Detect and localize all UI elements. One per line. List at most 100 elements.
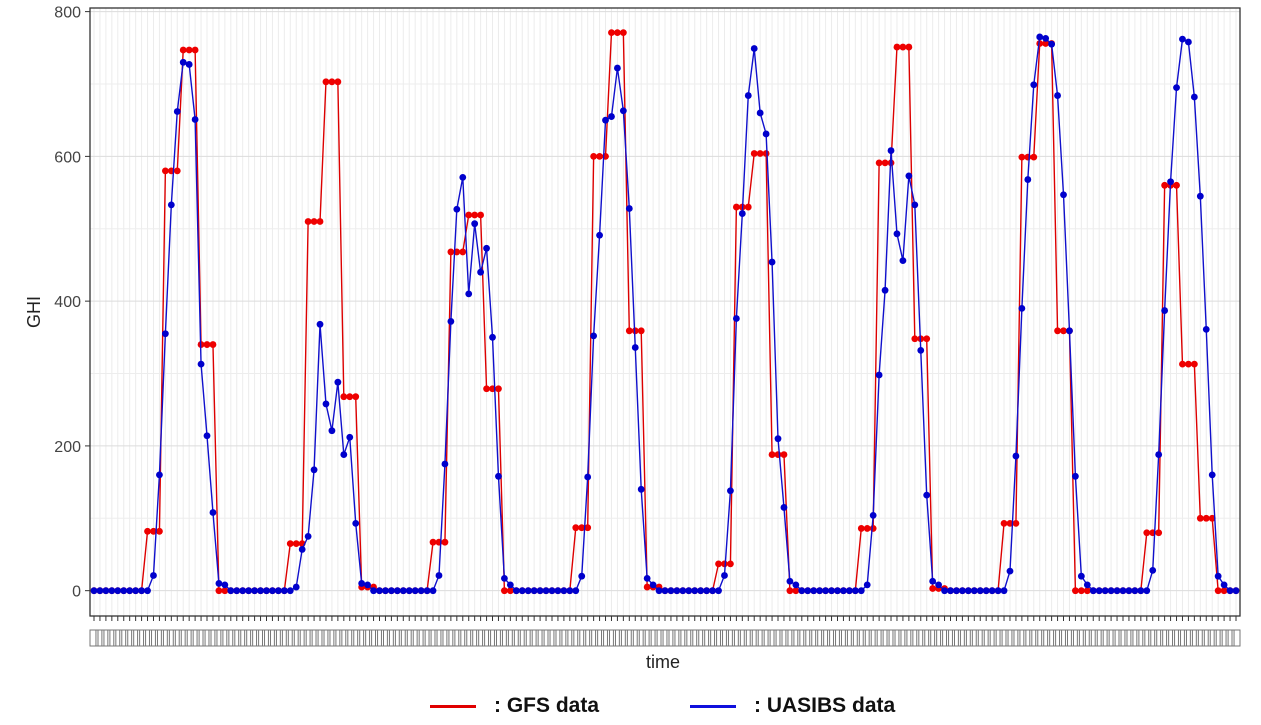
y-axis-ticks: 0 200 400 600 800	[54, 5, 90, 601]
uasibs-point	[304, 532, 312, 540]
x-tick-label	[184, 629, 194, 647]
gfs-point	[191, 46, 199, 54]
x-tick-label	[737, 629, 747, 647]
x-tick-label	[969, 629, 979, 647]
gfs-point	[905, 43, 913, 51]
uasibs-point	[655, 587, 663, 595]
uasibs-point	[750, 45, 758, 52]
x-tick-label	[1094, 629, 1104, 647]
gfs-point	[608, 29, 615, 37]
gfs-point	[721, 560, 728, 568]
x-tick-label	[916, 629, 926, 647]
uasibs-point	[596, 231, 603, 239]
x-tick-label	[250, 629, 260, 647]
uasibs-point	[548, 587, 556, 595]
uasibs-point	[239, 587, 247, 595]
gfs-point	[150, 527, 157, 535]
x-tick-label	[113, 629, 123, 647]
gfs-point	[637, 327, 645, 335]
uasibs-point	[209, 509, 217, 516]
uasibs-point	[453, 205, 461, 213]
x-tick-label	[743, 629, 753, 647]
x-tick-label	[934, 629, 944, 647]
gfs-point	[221, 587, 229, 595]
x-tick-label	[922, 629, 932, 647]
uasibs-point	[471, 220, 479, 228]
uasibs-point	[530, 587, 538, 595]
x-tick-label	[214, 629, 224, 647]
legend-label-uasibs: : UASIBS data	[754, 694, 896, 717]
x-tick-label	[1047, 629, 1057, 647]
uasibs-point	[542, 587, 550, 595]
x-tick-label	[1112, 629, 1122, 647]
uasibs-point	[435, 572, 443, 579]
uasibs-point	[233, 587, 241, 595]
uasibs-point	[257, 587, 264, 595]
x-tick-label	[648, 629, 658, 647]
x-tick-label	[238, 629, 248, 647]
uasibs-point	[857, 587, 865, 595]
uasibs-point	[447, 318, 455, 325]
y-tick-label: 600	[54, 149, 81, 166]
uasibs-point	[1125, 587, 1133, 595]
uasibs-point	[625, 205, 633, 212]
x-tick-label	[1148, 629, 1158, 647]
uasibs-point	[834, 587, 841, 595]
gfs-point	[1214, 587, 1222, 595]
uasibs-point	[334, 378, 342, 386]
x-tick-label	[458, 629, 468, 647]
gfs-point	[1000, 519, 1008, 527]
uasibs-point	[554, 587, 562, 595]
uasibs-point	[994, 587, 1002, 595]
x-tick-label	[832, 629, 842, 647]
uasibs-point	[1107, 587, 1115, 595]
gfs-point	[144, 527, 151, 535]
gfs-point	[614, 29, 621, 37]
uasibs-point	[221, 581, 229, 589]
uasibs-point	[387, 587, 395, 595]
x-tick-label	[345, 629, 355, 647]
uasibs-point	[512, 587, 520, 595]
uasibs-point	[417, 587, 425, 595]
x-tick-label	[862, 629, 872, 647]
uasibs-point	[970, 587, 978, 595]
gfs-point	[1018, 153, 1026, 161]
uasibs-point	[1155, 451, 1163, 458]
uasibs-point	[1179, 35, 1186, 43]
uasibs-point	[191, 116, 199, 123]
x-tick-label	[291, 629, 301, 647]
x-tick-label	[267, 629, 277, 647]
gfs-point	[863, 525, 871, 532]
x-tick-label	[297, 629, 307, 647]
uasibs-point	[721, 572, 728, 579]
x-tick-label	[589, 629, 599, 647]
uasibs-point	[691, 587, 699, 595]
gfs-point	[471, 211, 479, 219]
gfs-point	[1024, 153, 1032, 161]
x-tick-label	[244, 629, 254, 647]
uasibs-point	[947, 587, 954, 595]
uasibs-point	[1226, 587, 1234, 595]
x-tick-label	[505, 629, 515, 647]
x-tick-label	[137, 629, 147, 647]
gfs-point	[929, 585, 937, 592]
uasibs-point	[614, 64, 621, 72]
uasibs-point	[840, 587, 847, 595]
uasibs-point	[869, 511, 877, 519]
x-tick-label	[1124, 629, 1134, 647]
x-tick-label	[999, 629, 1009, 647]
uasibs-point	[251, 587, 258, 595]
gfs-line-swatch	[430, 704, 476, 708]
uasibs-point	[114, 587, 122, 595]
uasibs-point	[197, 360, 205, 368]
uasibs-point	[917, 346, 925, 354]
x-tick-label	[357, 629, 367, 647]
x-tick-label	[101, 629, 111, 647]
uasibs-point	[923, 491, 931, 499]
uasibs-point	[982, 587, 990, 595]
ghi-line-chart: 0 200 400 600 800 GHI time	[24, 5, 1241, 672]
gfs-point	[744, 203, 752, 211]
x-tick-label	[517, 629, 527, 647]
gfs-point	[1179, 360, 1186, 368]
x-tick-label	[946, 629, 955, 647]
